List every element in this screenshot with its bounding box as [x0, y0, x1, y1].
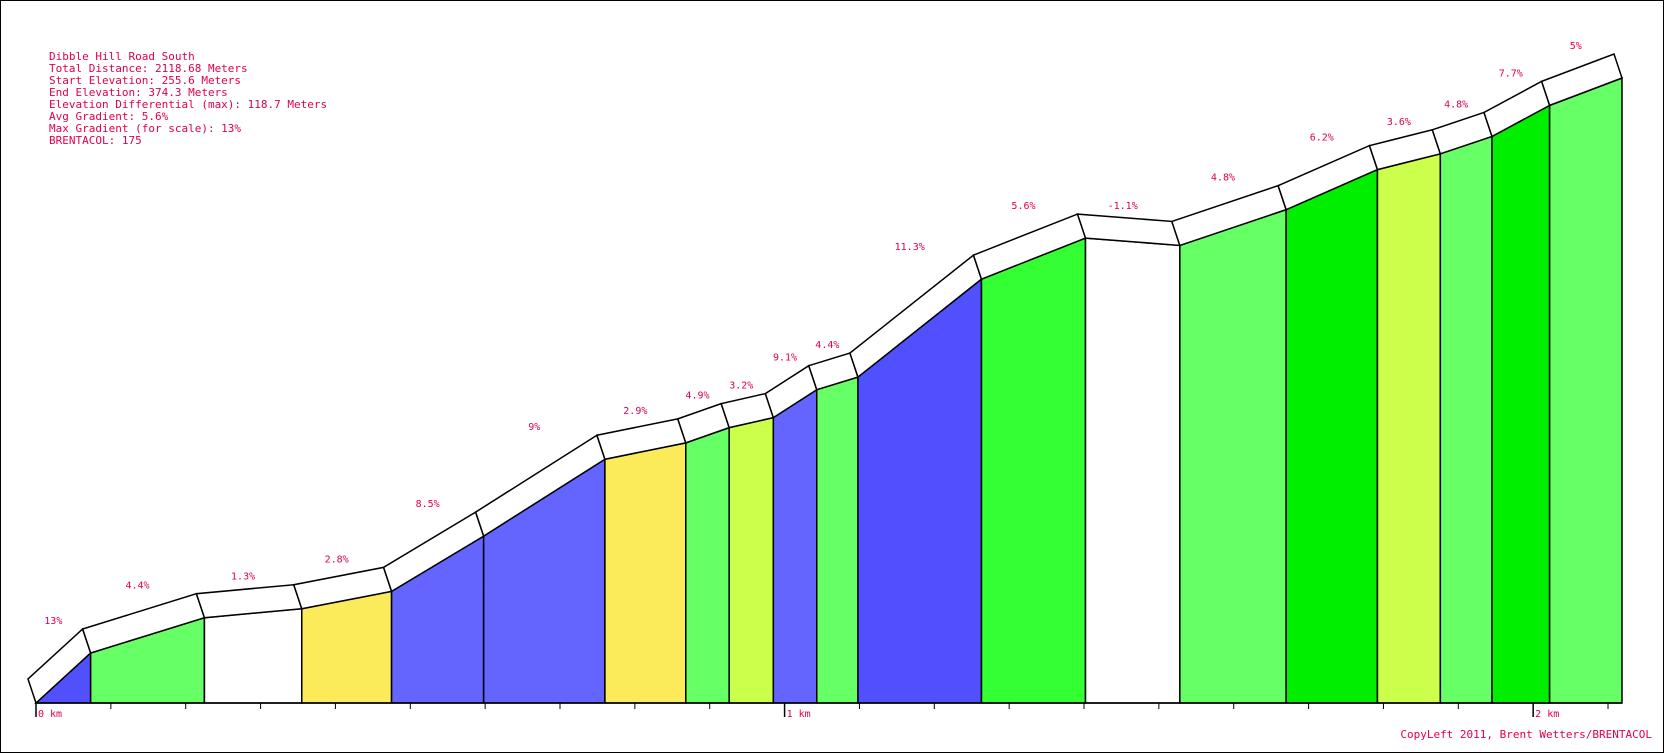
segment-8 — [728, 416, 775, 704]
segment-ribbon — [1540, 53, 1623, 107]
gradient-label: 4.4% — [125, 581, 149, 592]
segment-fill — [772, 388, 818, 704]
segment-fill — [1084, 237, 1181, 704]
gradient-label: 13% — [44, 616, 62, 627]
gradient-label: 5% — [1570, 41, 1582, 52]
info-line-1: Total Distance: 2118.68 Meters — [49, 62, 248, 75]
segment-19 — [1548, 76, 1623, 704]
x-tick-label: 0 km — [38, 709, 62, 720]
segment-fill — [728, 416, 775, 704]
segment-7 — [685, 426, 730, 704]
segment-fill — [816, 376, 859, 704]
segment-fill — [300, 590, 393, 704]
gradient-label: 2.9% — [623, 406, 647, 417]
segment-fill — [685, 426, 730, 704]
gradient-label: 5.6% — [1011, 201, 1035, 212]
gradient-label: 1.3% — [231, 572, 255, 583]
gradient-label: 9.1% — [773, 353, 797, 364]
info-line-0: Dibble Hill Road South — [49, 50, 195, 63]
segment-fill — [203, 607, 303, 704]
segment-10 — [816, 376, 859, 704]
segments-layer — [34, 76, 1623, 704]
gradient-label: 4.8% — [1211, 173, 1235, 184]
gradient-label: 2.8% — [325, 554, 349, 565]
gradient-label: 3.2% — [729, 381, 753, 392]
segment-15 — [1285, 168, 1379, 704]
info-line-3: End Elevation: 374.3 Meters — [49, 86, 228, 99]
segment-13 — [1084, 237, 1181, 704]
gradient-label: 7.7% — [1499, 68, 1523, 79]
segment-3 — [300, 590, 393, 704]
segment-16 — [1376, 152, 1442, 704]
gradient-label: -1.1% — [1108, 201, 1138, 212]
segment-9 — [772, 388, 818, 704]
gradient-label: 4.8% — [1444, 99, 1468, 110]
segment-18 — [1491, 104, 1551, 704]
segment-fill — [604, 441, 687, 704]
segment-fill — [1376, 152, 1442, 704]
copyright-text: CopyLeft 2011, Brent Wetters/BRENTACOL — [1400, 728, 1652, 741]
segment-14 — [1179, 208, 1287, 704]
segment-17 — [1439, 135, 1493, 704]
info-line-6: Max Gradient (for scale): 13% — [49, 122, 241, 135]
segment-12 — [980, 236, 1087, 704]
segment-fill — [1179, 208, 1287, 704]
segment-fill — [980, 236, 1087, 704]
gradient-label: 8.5% — [416, 499, 440, 510]
gradient-label: 11.3% — [895, 242, 925, 253]
x-axis: 0 km 1 km 2 km — [35, 702, 1622, 720]
info-line-5: Avg Gradient: 5.6% — [49, 110, 169, 123]
gradient-label: 3.6% — [1387, 117, 1411, 128]
gradient-label: 4.9% — [685, 391, 709, 402]
segment-fill — [1491, 104, 1551, 704]
x-tick-label: 1 km — [787, 709, 811, 720]
info-line-7: BRENTACOL: 175 — [49, 134, 142, 147]
info-line-4: Elevation Differential (max): 118.7 Mete… — [49, 98, 327, 111]
info-line-2: Start Elevation: 255.6 Meters — [49, 74, 241, 87]
gradient-label: 9% — [528, 422, 540, 433]
segment-fill — [1548, 76, 1623, 704]
gradient-label: 6.2% — [1310, 133, 1334, 144]
segment-fill — [1439, 135, 1493, 704]
segment-fill — [1285, 168, 1379, 704]
gradient-labels-layer: 13% 4.4% 1.3% 2.8% 8.5% 9% 2.9% 4.9% 3.2% 9.1% 4.4… — [44, 41, 1582, 627]
x-tick-label: 2 km — [1535, 709, 1559, 720]
ribbon-layer — [27, 53, 1623, 705]
segment-6 — [604, 441, 687, 704]
segment-2 — [203, 607, 303, 704]
gradient-label: 4.4% — [815, 340, 839, 351]
